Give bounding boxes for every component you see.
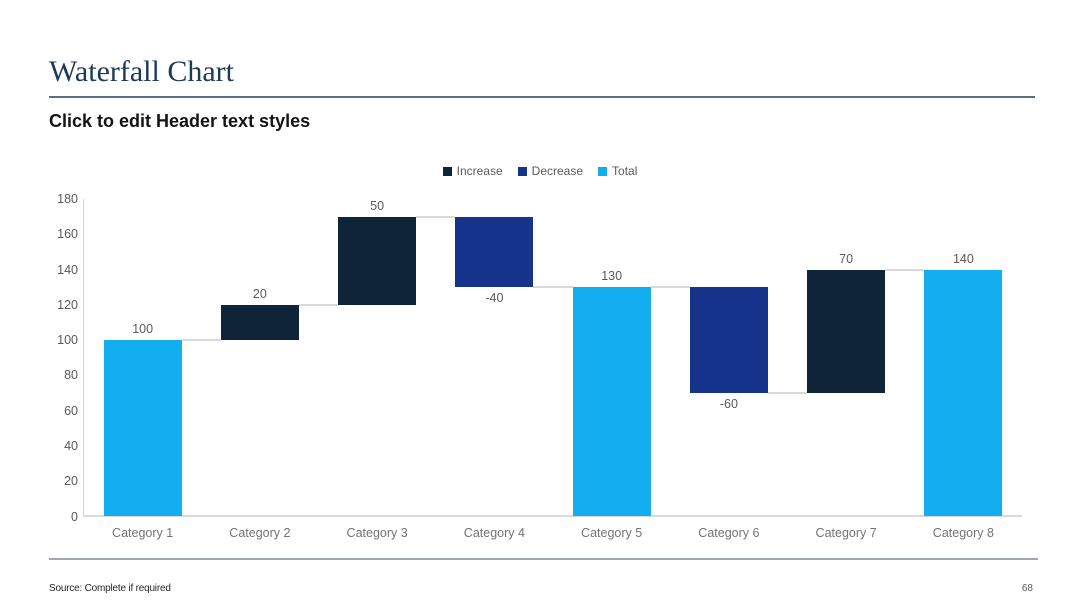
- bar-value-label: 130: [601, 269, 623, 284]
- x-axis-category-label: Category 8: [932, 526, 994, 540]
- y-axis-tick-label: 100: [57, 333, 78, 348]
- legend-label: Decrease: [531, 164, 584, 178]
- legend-item-increase: Increase: [442, 164, 503, 178]
- bar-category-5: [572, 287, 651, 517]
- y-axis-tick-label: 40: [64, 438, 78, 453]
- y-axis-tick-label: 0: [71, 509, 78, 524]
- bar-value-label: 20: [252, 286, 267, 301]
- bar-category-8: [924, 269, 1003, 517]
- bar-value-label: 70: [839, 251, 854, 266]
- header-text-placeholder[interactable]: Click to edit Header text styles: [49, 111, 311, 131]
- bar-value-label: -60: [719, 397, 738, 412]
- bar-value-label: -40: [485, 291, 504, 306]
- legend-item-decrease: Decrease: [517, 164, 584, 178]
- x-axis-category-label: Category 5: [581, 526, 643, 540]
- legend-swatch-decrease-icon: [517, 166, 527, 176]
- waterfall-connector: [416, 215, 456, 218]
- waterfall-connector: [181, 339, 221, 342]
- x-axis-line: [84, 515, 1022, 517]
- x-axis-category-label: Category 1: [112, 526, 174, 540]
- waterfall-connector: [650, 286, 690, 289]
- x-axis-category-label: Category 6: [698, 526, 760, 540]
- waterfall-connector: [298, 303, 339, 306]
- x-axis-category-label: Category 3: [346, 526, 408, 540]
- y-axis-tick-label: 20: [64, 474, 78, 489]
- bar-value-label: 100: [132, 322, 154, 337]
- y-axis-tick-label: 180: [57, 192, 78, 206]
- source-note: Source: Complete if required: [49, 583, 171, 594]
- x-axis-category-label: Category 7: [815, 526, 877, 540]
- footer-divider: [49, 558, 1038, 560]
- bar-category-2: [220, 304, 299, 341]
- legend-label: Total: [612, 164, 638, 178]
- y-axis-tick-label: 80: [64, 368, 78, 383]
- waterfall-connector: [767, 392, 808, 395]
- page-number: 68: [1021, 583, 1033, 594]
- y-axis-tick-label: 120: [57, 297, 78, 312]
- y-axis-tick-label: 140: [57, 262, 78, 277]
- chart-legend: Increase Decrease Total: [0, 164, 1080, 178]
- legend-label: Increase: [456, 164, 503, 178]
- x-axis-category-label: Category 4: [463, 526, 525, 540]
- bar-category-1: [103, 340, 182, 517]
- bar-category-7: [807, 269, 886, 394]
- bar-category-6: [689, 287, 768, 394]
- y-axis-tick-label: 160: [57, 227, 78, 242]
- title-divider: [49, 96, 1035, 98]
- waterfall-connector: [533, 286, 573, 289]
- waterfall-connector: [885, 268, 925, 271]
- bar-value-label: 140: [952, 251, 974, 266]
- legend-swatch-total-icon: [598, 166, 608, 176]
- legend-item-total: Total: [598, 164, 637, 178]
- y-axis-tick-label: 60: [64, 403, 78, 418]
- legend-swatch-increase-icon: [442, 166, 452, 176]
- bar-category-3: [338, 216, 417, 305]
- y-axis-line: [83, 199, 84, 517]
- bar-category-4: [455, 216, 534, 288]
- page-title[interactable]: Waterfall Chart: [49, 55, 234, 88]
- x-axis-category-label: Category 2: [229, 526, 291, 540]
- bar-value-label: 50: [370, 198, 385, 213]
